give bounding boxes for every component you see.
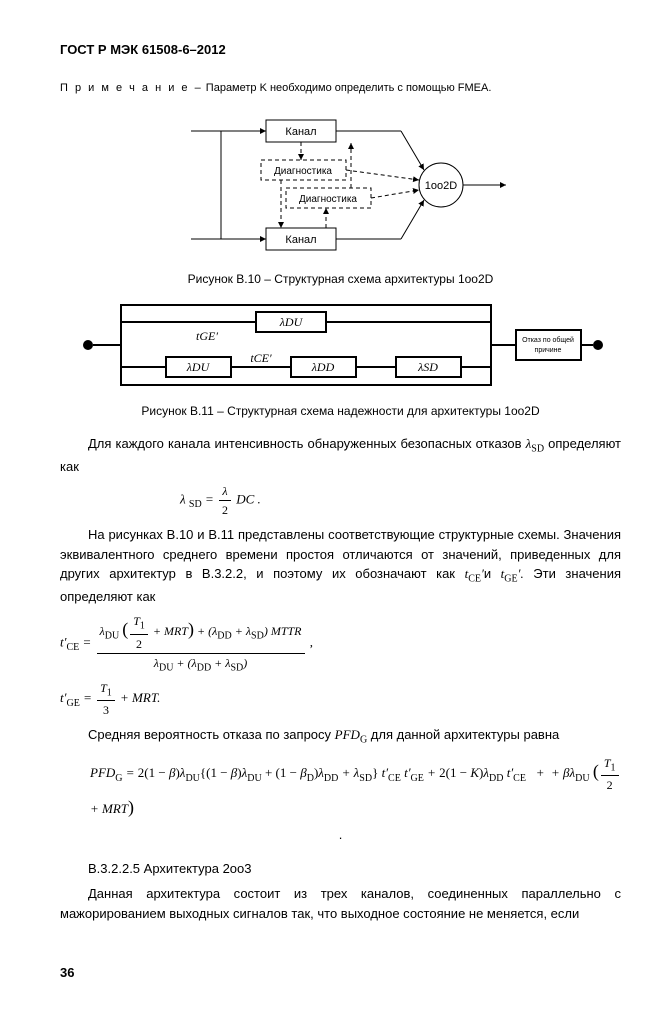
p1a: Для каждого канала интенсивность обнаруж… — [88, 436, 526, 451]
d2-common-2: причине — [534, 347, 561, 354]
figure-b11-caption: Рисунок B.11 – Структурная схема надежно… — [60, 402, 621, 420]
para-2: На рисунках B.10 и B.11 представлены соо… — [60, 525, 621, 606]
doc-header: ГОСТ Р МЭК 61508-6–2012 — [60, 40, 621, 60]
diagram-1oo2d-icon: Канал Канал Диагностика Диагностика 1oo2… — [171, 110, 511, 260]
note-text: Параметр K необходимо определить с помощ… — [206, 82, 492, 94]
note-word: П р и м е ч а н и е — [60, 82, 190, 94]
d2-tce: tCE′ — [250, 351, 272, 365]
d2-ldu-top: λDU — [278, 315, 303, 329]
p3a: Средняя вероятность отказа по запросу — [88, 727, 335, 742]
d2-ldd: λDD — [310, 360, 334, 374]
figure-b10: Канал Канал Диагностика Диагностика 1oo2… — [60, 110, 621, 260]
para-4: Данная архитектура состоит из трех канал… — [60, 884, 621, 923]
d1-diag-bot: Диагностика — [299, 194, 357, 205]
equation-tge: t′GE = T13 + MRT. — [60, 679, 621, 719]
diagram-reliability-icon: λDU tGE′ λDU tCE′ λDD λSD Отказ по общей… — [76, 302, 606, 392]
equation-lsd: λ SD = λ2 DC . — [180, 482, 621, 519]
note-dash: – — [195, 82, 201, 94]
equation-tce: t′CE = λDU (T12 + MRT) + (λDD + λSD) MTT… — [60, 612, 621, 675]
para-1: Для каждого канала интенсивность обнаруж… — [60, 434, 621, 476]
subheading-2oo3: B.3.2.2.5 Архитектура 2oo3 — [60, 859, 621, 879]
d1-channel-bot: Канал — [285, 234, 316, 246]
note-line: П р и м е ч а н и е – Параметр K необход… — [60, 80, 621, 97]
d1-combiner: 1oo2D — [424, 180, 456, 192]
figure-b10-caption: Рисунок B.10 – Структурная схема архитек… — [60, 270, 621, 288]
para-3: Средняя вероятность отказа по запросу PF… — [60, 725, 621, 748]
equation-pfdg: PFDG = 2(1 − β)λDU{(1 − β)λDU + (1 − βD)… — [90, 754, 621, 821]
eq4-dot: . — [60, 825, 621, 845]
page-number: 36 — [60, 963, 621, 983]
d2-tge: tGE′ — [196, 329, 218, 343]
d1-channel-top: Канал — [285, 126, 316, 138]
p3b: для данной архитектуры равна — [367, 727, 559, 742]
d2-lsd: λSD — [417, 360, 438, 374]
d2-common-1: Отказ по общей — [522, 336, 574, 344]
p2and: и — [484, 566, 501, 581]
d1-diag-top: Диагностика — [274, 166, 332, 177]
d2-ldu-bot: λDU — [185, 360, 210, 374]
figure-b11: λDU tGE′ λDU tCE′ λDD λSD Отказ по общей… — [60, 302, 621, 392]
